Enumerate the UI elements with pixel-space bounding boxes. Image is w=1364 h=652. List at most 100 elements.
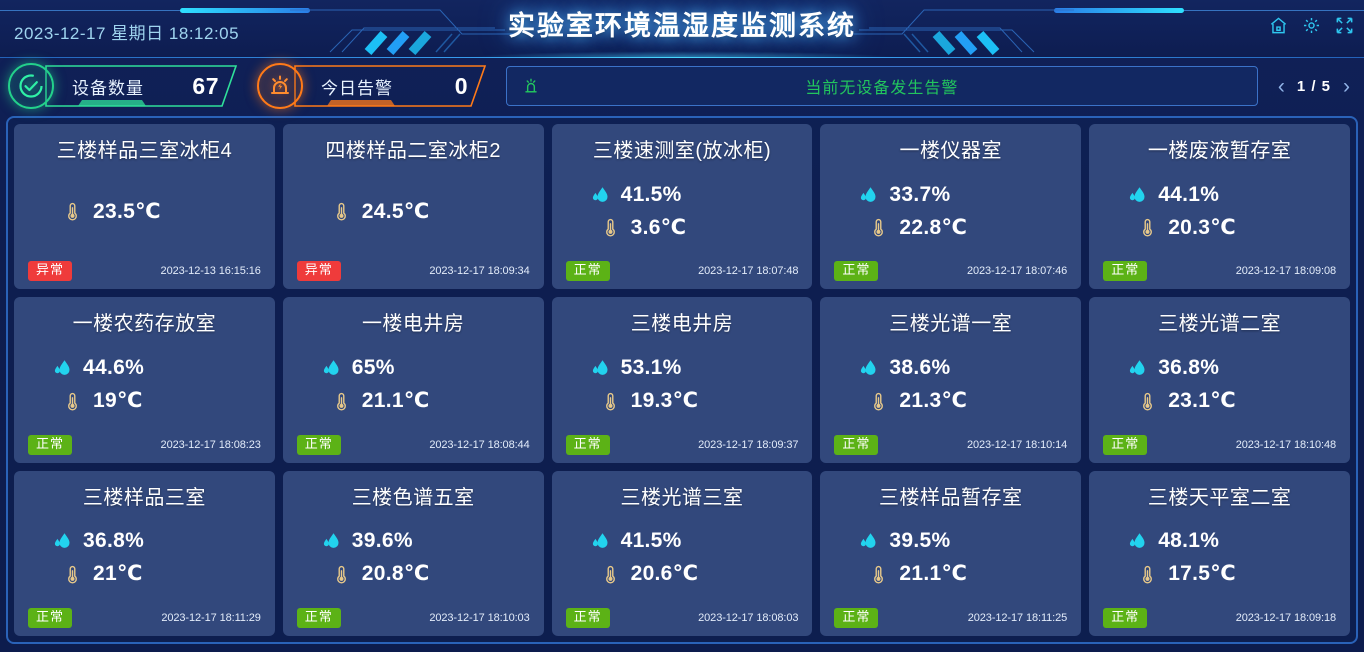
humidity-reading: 53.1% <box>590 356 799 380</box>
device-footer: 异常 2023-12-17 18:09:34 <box>296 259 530 282</box>
home-icon[interactable] <box>1269 16 1288 35</box>
stat-device-label: 设备数量 <box>72 78 144 98</box>
humidity-reading: 48.1% <box>1127 529 1336 553</box>
temperature-value: 22.8℃ <box>899 215 968 239</box>
device-footer: 正常 2023-12-17 18:10:14 <box>834 433 1067 455</box>
stat-device-count[interactable]: 设备数量 67 <box>8 63 239 109</box>
thermometer-icon <box>605 219 615 237</box>
device-card[interactable]: 三楼色谱五室 39.6% 20.8℃ 正常 2023-12-17 18:10:03 <box>282 470 544 636</box>
thermometer-icon <box>336 203 346 221</box>
device-card[interactable]: 三楼光谱三室 41.5% 20.6℃ 正常 2023-12-17 18:08:03 <box>551 470 813 636</box>
temperature-value: 23.1℃ <box>1168 389 1236 413</box>
device-footer: 正常 2023-12-17 18:09:37 <box>565 433 798 455</box>
humidity-value: 33.7% <box>889 182 951 206</box>
temperature-value: 21.1℃ <box>361 389 430 413</box>
humidity-value: 39.5% <box>889 529 951 553</box>
thermometer-icon <box>68 565 77 584</box>
temperature-reading: 24.5℃ <box>321 199 530 224</box>
device-card[interactable]: 三楼光谱二室 36.8% 23.1℃ 正常 2023-12-17 18:10:48 <box>1089 297 1350 463</box>
pagination-prev-button[interactable]: ‹ <box>1277 74 1285 98</box>
status-badge: 正常 <box>1103 608 1148 628</box>
device-card[interactable]: 三楼样品暂存室 39.5% 21.1℃ 正常 2023-12-17 18:11:25 <box>820 470 1082 636</box>
device-footer: 正常 2023-12-17 18:08:23 <box>28 433 261 455</box>
device-footer: 正常 2023-12-17 18:10:48 <box>1103 433 1336 455</box>
stats-bar: 设备数量 67 今日告警 0 <box>0 58 1364 114</box>
status-badge: 正常 <box>1103 261 1148 282</box>
device-card[interactable]: 三楼电井房 53.1% 19.3℃ 正常 2023-12-17 18:09:37 <box>551 297 813 463</box>
temperature-reading: 21℃ <box>52 561 261 586</box>
device-footer: 正常 2023-12-17 18:07:48 <box>565 259 798 282</box>
status-badge: 正常 <box>28 608 73 628</box>
device-name: 三楼光谱三室 <box>620 486 744 509</box>
temperature-value: 21.1℃ <box>899 562 968 586</box>
temperature-reading: 20.3℃ <box>1127 215 1336 240</box>
humidity-value: 36.8% <box>1158 356 1220 380</box>
reading-timestamp: 2023-12-13 16:15:16 <box>160 265 261 278</box>
temperature-reading: 21.3℃ <box>858 388 1067 413</box>
humidity-value: 44.6% <box>83 356 145 380</box>
device-footer: 正常 2023-12-17 18:09:18 <box>1103 606 1336 628</box>
alarm-siren-icon <box>257 63 303 109</box>
humidity-reading: 39.5% <box>858 529 1067 553</box>
device-card[interactable]: 三楼光谱一室 38.6% 21.3℃ 正常 2023-12-17 18:10:14 <box>820 297 1082 463</box>
humidity-value: 48.1% <box>1158 529 1220 553</box>
temperature-value: 20.6℃ <box>630 562 699 586</box>
humidity-reading: 38.6% <box>858 356 1067 380</box>
humidity-reading: 44.1% <box>1127 183 1336 207</box>
device-footer: 异常 2023-12-13 16:15:16 <box>28 259 261 282</box>
header-baseline-glow <box>463 51 901 58</box>
humidity-reading: 41.5% <box>590 183 799 207</box>
temperature-reading: 19℃ <box>52 388 261 413</box>
device-card[interactable]: 四楼样品二室冰柜2 24.5℃ 异常 2023-12-17 18:09:34 <box>282 124 544 290</box>
check-circle-icon <box>8 63 54 109</box>
device-name: 一楼废液暂存室 <box>1147 140 1292 162</box>
water-drop-icon <box>54 533 70 549</box>
pagination-next-button[interactable]: › <box>1343 74 1350 98</box>
thermometer-icon <box>605 392 615 410</box>
temperature-value: 24.5℃ <box>361 199 430 223</box>
pagination: ‹ 1 / 5 › <box>1278 76 1350 97</box>
device-name: 四楼样品二室冰柜2 <box>325 140 501 162</box>
fullscreen-icon[interactable] <box>1335 16 1354 35</box>
humidity-reading: 39.6% <box>321 529 530 553</box>
device-footer: 正常 2023-12-17 18:10:03 <box>296 606 530 628</box>
header-datetime: 2023-12-17 星期日 18:12:05 <box>14 24 240 43</box>
thermometer-icon <box>336 565 346 584</box>
device-name: 三楼天平室二室 <box>1147 486 1292 509</box>
stat-device-value: 67 <box>192 72 219 99</box>
device-card[interactable]: 一楼农药存放室 44.6% 19℃ 正常 2023-12-17 18:08:23 <box>14 297 275 463</box>
status-badge: 异常 <box>296 261 341 282</box>
stat-today-alarms[interactable]: 今日告警 0 <box>257 63 488 109</box>
device-readings: 36.8% 23.1℃ <box>1103 336 1336 432</box>
thermometer-icon <box>1143 565 1153 584</box>
gear-icon[interactable] <box>1302 16 1321 35</box>
device-card[interactable]: 一楼仪器室 33.7% 22.8℃ 正常 2023-12-17 18:07:46 <box>820 124 1082 290</box>
water-drop-icon <box>592 533 608 549</box>
device-card[interactable]: 三楼速测室(放冰柜) 41.5% 3.6℃ 正常 2023-12-17 18:07:48 <box>551 124 813 290</box>
reading-timestamp: 2023-12-17 18:09:34 <box>429 265 530 278</box>
reading-timestamp: 2023-12-17 18:07:46 <box>966 265 1068 278</box>
humidity-value: 44.1% <box>1158 182 1220 206</box>
water-drop-icon <box>861 360 876 375</box>
device-card[interactable]: 三楼天平室二室 48.1% 17.5℃ 正常 2023-12-17 18:09:18 <box>1089 470 1350 636</box>
device-card[interactable]: 一楼电井房 65% 21.1℃ 正常 2023-12-17 18:08:44 <box>282 297 544 463</box>
status-badge: 正常 <box>565 608 610 628</box>
pagination-page-indicator: 1 / 5 <box>1296 77 1331 95</box>
humidity-reading: 36.8% <box>52 529 261 553</box>
reading-timestamp: 2023-12-17 18:11:29 <box>161 612 261 625</box>
reading-timestamp: 2023-12-17 18:10:03 <box>429 612 530 625</box>
thermometer-icon <box>874 219 884 237</box>
device-card[interactable]: 三楼样品三室冰柜4 23.5℃ 异常 2023-12-13 16:15:16 <box>14 124 275 290</box>
status-badge: 异常 <box>28 261 73 282</box>
humidity-value: 41.5% <box>620 182 682 206</box>
header-baseline <box>0 57 1364 58</box>
device-name: 三楼样品三室 <box>82 486 206 509</box>
water-drop-icon <box>592 186 608 202</box>
thermometer-icon <box>336 392 346 410</box>
device-name: 一楼仪器室 <box>899 140 1003 162</box>
status-badge: 正常 <box>834 434 879 455</box>
device-card[interactable]: 三楼样品三室 36.8% 21℃ 正常 2023-12-17 18:11:29 <box>14 470 275 636</box>
device-card[interactable]: 一楼废液暂存室 44.1% 20.3℃ 正常 2023-12-17 18:09:08 <box>1089 124 1350 290</box>
reading-timestamp: 2023-12-17 18:08:03 <box>698 612 799 625</box>
status-badge: 正常 <box>565 261 610 282</box>
